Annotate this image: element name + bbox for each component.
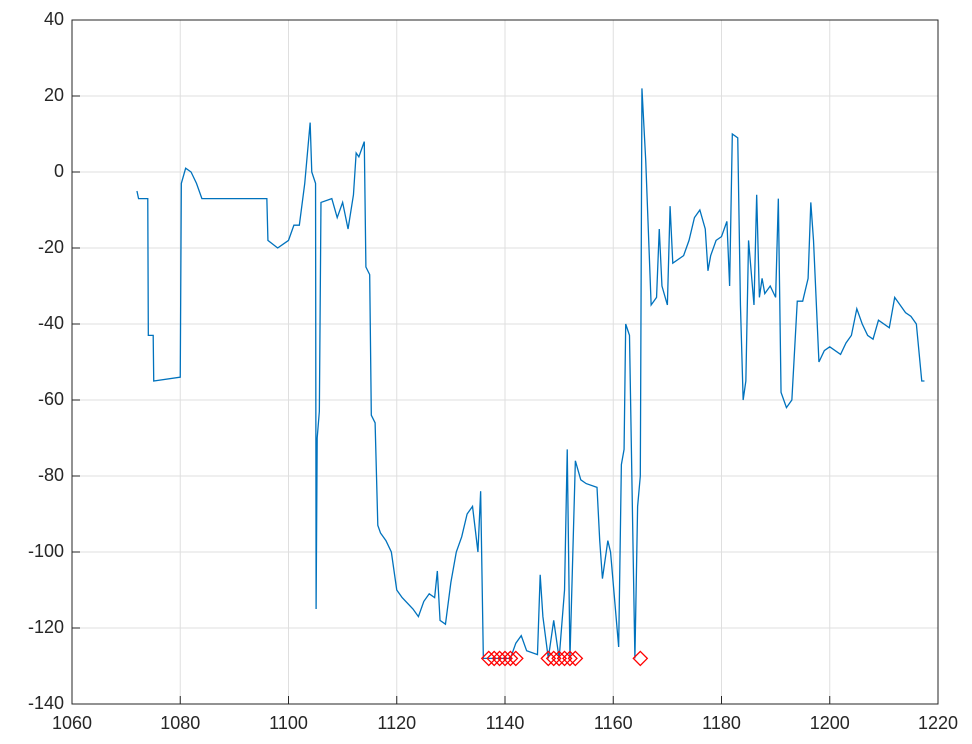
y-tick-label: -80 (38, 465, 64, 485)
diamond-marker (540, 650, 557, 667)
x-tick-label: 1060 (52, 713, 92, 733)
x-tick-label: 1220 (918, 713, 958, 733)
y-tick-label: 20 (44, 85, 64, 105)
x-tick-label: 1160 (594, 713, 633, 733)
diamond-marker (632, 650, 649, 667)
y-tick-label: -40 (38, 313, 64, 333)
diamond-marker (545, 650, 562, 667)
diamond-marker (562, 650, 578, 667)
axes-box (71, 19, 939, 705)
y-tick-label: -100 (28, 541, 64, 561)
x-tick-label: 1120 (377, 713, 416, 733)
y-tick-label: 0 (54, 161, 64, 181)
diamond-marker (551, 650, 568, 667)
diamond-marker (480, 650, 497, 667)
y-tick-label: -20 (38, 237, 64, 257)
x-tick-label: 1100 (269, 713, 308, 733)
diamond-marker (502, 650, 519, 667)
diamond-marker (497, 650, 513, 667)
data-line (136, 88, 925, 660)
diamond-marker (486, 650, 503, 667)
x-tick-label: 1180 (702, 713, 741, 733)
x-tick-label: 1080 (160, 713, 200, 733)
diamond-marker (556, 650, 573, 667)
diamond-marker (567, 650, 584, 667)
y-tick-label: -60 (38, 389, 64, 409)
y-tick-label: 40 (44, 9, 64, 29)
diamond-marker (507, 650, 524, 667)
x-tick-label: 1200 (810, 713, 850, 733)
x-tick-label: 1140 (486, 713, 525, 733)
y-tick-label: -140 (28, 693, 64, 713)
y-tick-label: -120 (28, 617, 64, 637)
diamond-marker (491, 650, 508, 667)
